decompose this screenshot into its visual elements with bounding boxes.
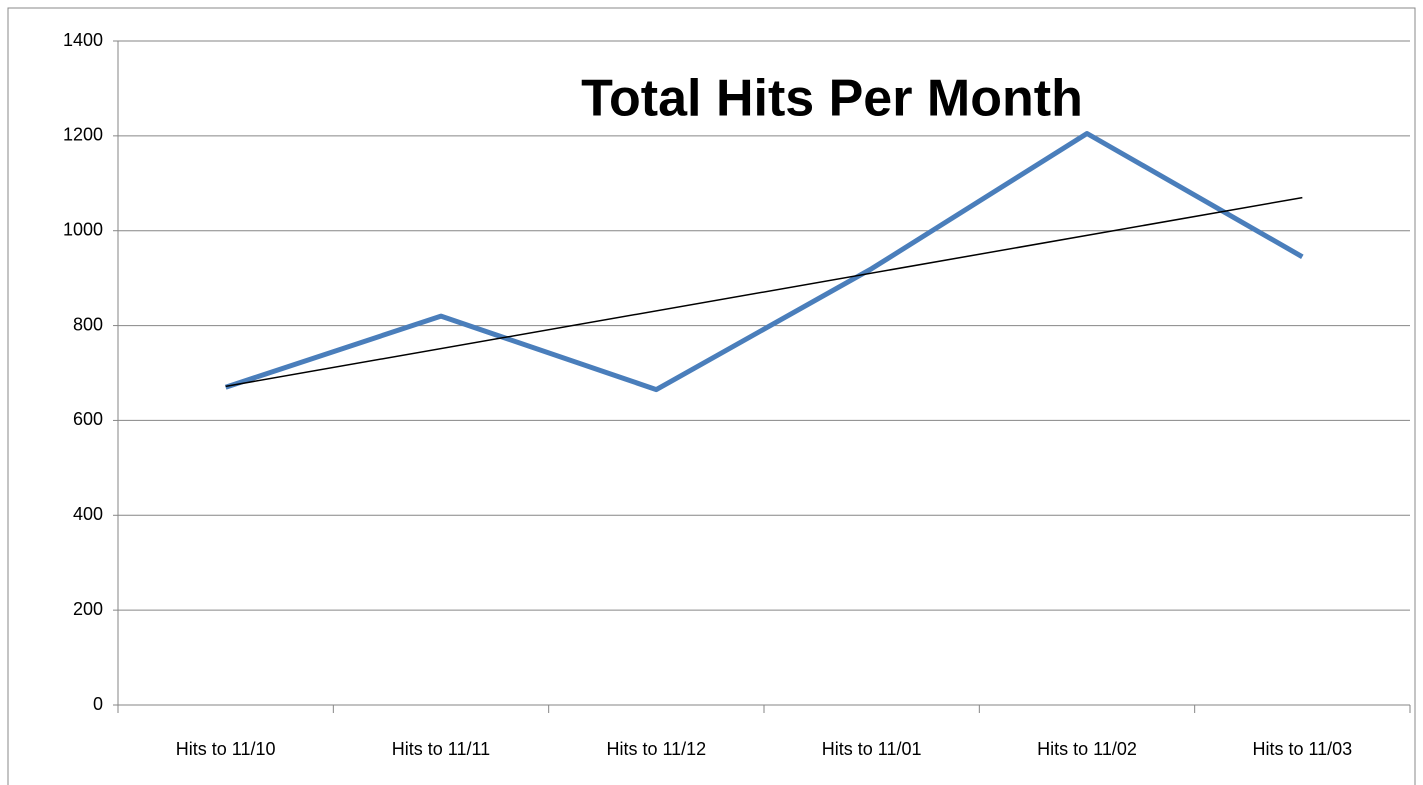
chart-border [7, 7, 1416, 785]
x-tick-label: Hits to 11/10 [176, 739, 276, 759]
x-tick-label: Hits to 11/03 [1252, 739, 1352, 759]
x-tick-label: Hits to 11/01 [822, 739, 922, 759]
x-tick-label: Hits to 11/12 [606, 739, 706, 759]
data-line [224, 130, 1304, 393]
trendline [225, 196, 1303, 388]
y-tick-label: 600 [73, 409, 103, 429]
y-tick-label: 200 [73, 599, 103, 619]
y-tick-label: 1400 [63, 30, 103, 50]
y-tick-label: 0 [93, 694, 103, 714]
x-tick-label: Hits to 11/11 [392, 739, 490, 759]
y-tick-label: 800 [73, 314, 103, 334]
y-tick-label: 1200 [63, 125, 103, 145]
y-tick-label: 1000 [63, 219, 103, 239]
chart-title: Total Hits Per Month [581, 70, 1083, 128]
y-tick-label: 400 [73, 504, 103, 524]
x-tick-label: Hits to 11/02 [1037, 739, 1137, 759]
